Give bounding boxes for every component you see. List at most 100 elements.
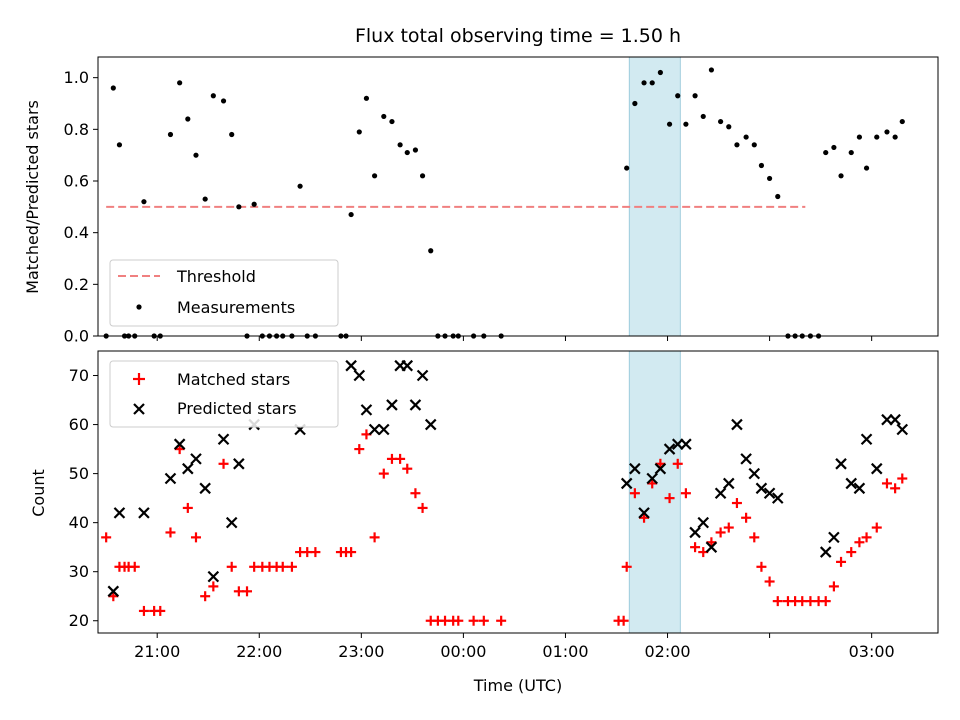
predicted-star-point bbox=[889, 413, 901, 426]
matched-star-point bbox=[881, 478, 892, 489]
measurement-point bbox=[389, 118, 395, 125]
matched-star-point bbox=[756, 561, 767, 572]
predicted-star-point bbox=[828, 531, 840, 544]
measurement-point bbox=[167, 131, 174, 138]
legend-threshold-label: Threshold bbox=[176, 267, 256, 286]
x-axis-label: Time (UTC) bbox=[473, 676, 562, 695]
measurement-point bbox=[734, 142, 740, 148]
predicted-star-point bbox=[217, 433, 230, 446]
measurement-point bbox=[412, 147, 419, 153]
matched-star-point bbox=[129, 561, 140, 572]
matched-star-point bbox=[731, 498, 742, 509]
measurement-point bbox=[758, 162, 765, 169]
matched-star-point bbox=[621, 561, 632, 572]
predicted-star-point bbox=[860, 433, 873, 446]
x-tick-label: 02:00 bbox=[644, 642, 690, 661]
measurement-point bbox=[692, 93, 698, 99]
predicted-star-point bbox=[763, 487, 776, 500]
matched-star-point bbox=[417, 502, 428, 513]
measurement-point bbox=[874, 134, 880, 140]
count-panel: 20 30 40 50 60 70 21:00 22:00 23:00 00:00 01:00 02… bbox=[29, 350, 939, 695]
x-tick-label: 03:00 bbox=[849, 642, 895, 661]
x-tick-label: 01:00 bbox=[542, 642, 588, 661]
x-tick-label: 23:00 bbox=[338, 642, 384, 661]
measurement-point bbox=[177, 80, 183, 86]
measurement-point bbox=[193, 152, 199, 158]
predicted-star-point bbox=[845, 477, 858, 490]
predicted-star-point bbox=[697, 516, 710, 529]
legend-matched-swatch bbox=[133, 373, 145, 385]
predicted-star-point bbox=[689, 526, 701, 539]
predicted-star-point bbox=[164, 472, 177, 485]
predicted-star-point bbox=[207, 570, 220, 583]
y-axis-ticks-bottom: 20 30 40 50 60 70 bbox=[69, 366, 98, 630]
measurement-point bbox=[229, 131, 235, 138]
matched-star-point bbox=[828, 581, 839, 592]
predicted-star-point bbox=[113, 507, 126, 519]
matched-star-point bbox=[854, 537, 865, 548]
matched-star-point bbox=[208, 581, 219, 592]
measurement-point bbox=[700, 113, 706, 120]
matched-star-point bbox=[354, 444, 365, 455]
y-axis-label-ratio: Matched/Predicted stars bbox=[23, 100, 42, 294]
matched-star-point bbox=[690, 542, 701, 553]
y-tick-label: 0.6 bbox=[64, 172, 89, 191]
matched-star-point bbox=[655, 458, 666, 469]
measurement-point bbox=[397, 142, 403, 148]
legend-predicted-swatch bbox=[133, 403, 145, 415]
measurement-point bbox=[899, 118, 905, 125]
predicted-star-point bbox=[424, 418, 437, 431]
y-axis-ticks-top: 0.0 0.2 0.4 0.6 0.8 1.0 bbox=[64, 68, 98, 346]
matched-star-point bbox=[680, 488, 691, 499]
chart-title: Flux total observing time = 1.50 h bbox=[355, 25, 681, 47]
matched-star-point bbox=[200, 591, 211, 602]
predicted-star-point bbox=[182, 462, 194, 475]
matched-star-point bbox=[764, 576, 775, 587]
y-tick-label: 0.8 bbox=[64, 120, 89, 139]
measurement-point bbox=[766, 175, 773, 182]
matched-star-point bbox=[138, 605, 149, 616]
measurement-point bbox=[363, 95, 370, 101]
predicted-star-point bbox=[835, 458, 847, 470]
predicted-star-point bbox=[225, 516, 238, 529]
x-tick-label: 21:00 bbox=[134, 642, 180, 661]
measurement-point bbox=[657, 69, 663, 76]
matched-star-point bbox=[897, 473, 908, 484]
legend-matched-label: Matched stars bbox=[177, 370, 290, 389]
matched-star-point bbox=[647, 478, 658, 489]
measurement-point bbox=[856, 134, 863, 140]
matched-star-point bbox=[410, 488, 421, 499]
matched-star-point bbox=[820, 596, 831, 607]
matched-star-point bbox=[618, 615, 629, 626]
matched-star-point bbox=[629, 488, 640, 499]
y-tick-label: 30 bbox=[69, 562, 89, 581]
legend-bottom: Matched stars Predicted stars bbox=[109, 360, 339, 428]
matched-star-point bbox=[310, 547, 321, 558]
y-tick-label: 70 bbox=[69, 366, 89, 385]
y-axis-label-count: Count bbox=[29, 469, 48, 517]
measurement-point bbox=[419, 173, 426, 179]
predicted-star-point bbox=[233, 458, 245, 470]
measurement-point bbox=[683, 121, 689, 127]
predicted-star-point bbox=[731, 418, 743, 431]
measurement-point bbox=[116, 142, 123, 148]
matched-star-point bbox=[378, 468, 389, 479]
observing-window-shade-bottom bbox=[628, 350, 681, 634]
predicted-star-point bbox=[173, 438, 186, 450]
measurement-point bbox=[428, 248, 434, 254]
predicted-star-point bbox=[199, 482, 211, 495]
matched-star-point bbox=[174, 444, 185, 455]
measurement-point bbox=[751, 142, 757, 148]
measurement-point bbox=[823, 149, 829, 156]
matched-star-point bbox=[182, 502, 193, 513]
y-tick-label: 0.2 bbox=[64, 275, 89, 294]
matched-star-point bbox=[496, 615, 507, 626]
measurement-point bbox=[356, 129, 362, 135]
measurement-point bbox=[624, 165, 630, 171]
y-tick-label: 0.0 bbox=[64, 327, 89, 346]
matched-star-point bbox=[108, 591, 119, 602]
matched-star-point bbox=[395, 453, 406, 464]
predicted-star-point bbox=[740, 453, 752, 465]
x-tick-label: 22:00 bbox=[236, 642, 282, 661]
y-tick-label: 50 bbox=[69, 464, 89, 483]
